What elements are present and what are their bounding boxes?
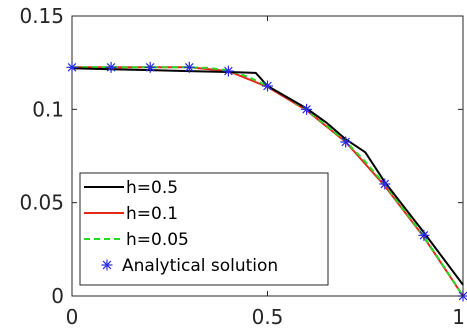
analytical-solution-marker [66, 61, 78, 73]
analytical-solution-marker [144, 61, 156, 73]
y-tick-label: 0.15 [19, 4, 64, 28]
series-line-h-0-5 [71, 67, 464, 286]
x-tick-label: 0 [66, 305, 79, 329]
analytical-solution-marker [340, 136, 352, 148]
series-layer [66, 61, 467, 302]
analytical-solution-marker [418, 229, 430, 241]
legend-entry-h-0-05-label: h=0.05 [126, 230, 189, 250]
x-tick-label: 0.5 [252, 305, 284, 329]
x-tick-label: 1 [452, 305, 465, 329]
legend: h=0.5 h=0.1 h=0.05 Analytical solution [79, 172, 329, 286]
legend-box [79, 172, 329, 286]
legend-entry-h-0-1-label: h=0.1 [126, 204, 178, 224]
analytical-solution-marker [379, 178, 391, 190]
legend-entry-analytical-solution-label: Analytical solution [122, 256, 278, 276]
analytical-solution-marker [105, 61, 117, 73]
analytical-solution-marker [222, 65, 234, 77]
legend-entry-h-0-5-label: h=0.5 [126, 178, 178, 198]
y-tick-label: 0 [51, 284, 64, 308]
series-line-h-0-05 [72, 66, 464, 297]
tick-layer: 0 0.5 1 0 0.05 0.1 0.15 [19, 4, 465, 329]
analytical-solution-marker [183, 61, 195, 73]
y-tick-label: 0.05 [19, 191, 64, 215]
analytical-solution-marker [101, 259, 113, 271]
analytical-solution-marker [301, 103, 313, 115]
y-tick-label: 0.1 [32, 97, 64, 121]
analytical-solution-marker [262, 80, 273, 92]
